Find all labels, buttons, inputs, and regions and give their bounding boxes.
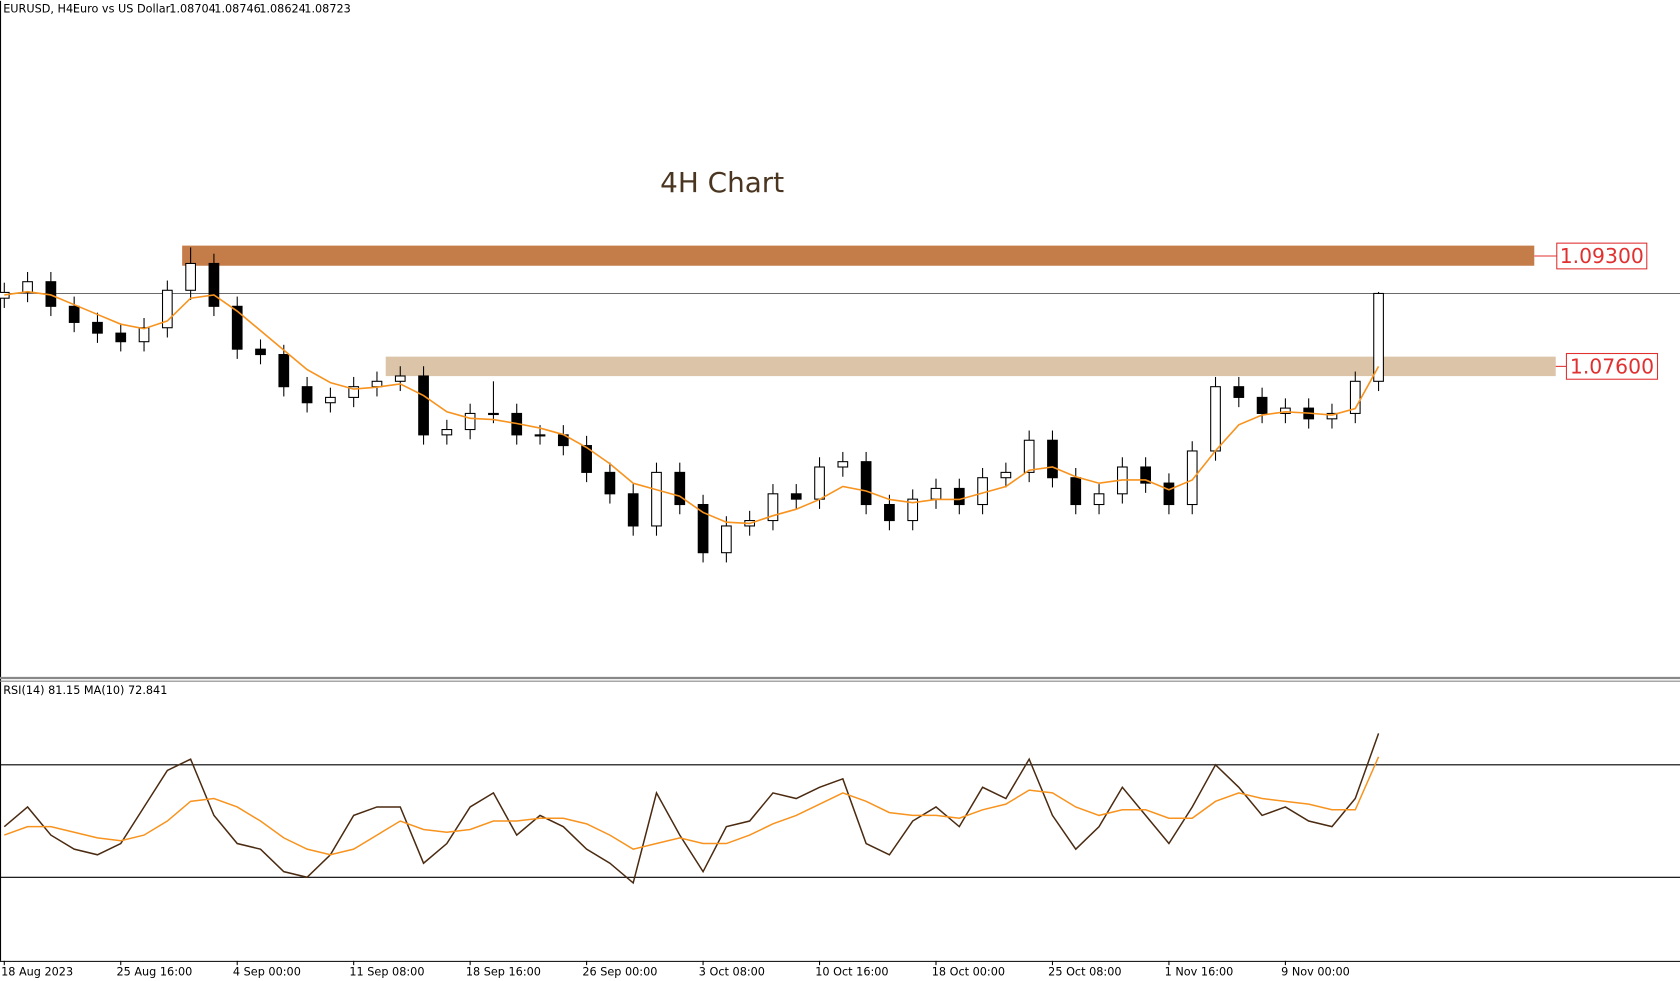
- candle-body: [208, 262, 220, 307]
- candle-body: [92, 321, 103, 334]
- candle-body: [1163, 482, 1175, 506]
- candle-body: [1023, 439, 1035, 473]
- x-tick-label: 26 Sep 00:00: [582, 966, 657, 979]
- x-tick-label: 18 Aug 2023: [1, 966, 73, 979]
- candle-body: [348, 386, 360, 398]
- candle-body: [697, 503, 709, 554]
- x-tick-label: 9 Nov 00:00: [1281, 966, 1350, 979]
- candle-body: [68, 305, 80, 323]
- candle-body: [22, 281, 33, 293]
- candle-body: [604, 471, 616, 495]
- candle-body: [185, 262, 196, 291]
- candle-body: [767, 493, 779, 522]
- candle-body: [907, 498, 919, 522]
- candle-body: [1047, 439, 1058, 479]
- x-tick-label: 3 Oct 08:00: [699, 966, 765, 979]
- candle-body: [231, 305, 243, 350]
- x-tick-label: 25 Oct 08:00: [1048, 966, 1121, 979]
- zone: [182, 245, 1535, 266]
- candle-body: [325, 396, 336, 404]
- candle-body: [418, 375, 429, 436]
- description: Euro vs US Dollar: [73, 2, 171, 15]
- candle-body: [581, 445, 592, 473]
- candle-body: [721, 525, 732, 554]
- candle-body: [977, 477, 988, 506]
- x-tick-label: 10 Oct 16:00: [815, 966, 888, 979]
- candle-body: [301, 386, 313, 404]
- candle-body: [138, 327, 150, 343]
- candle-body: [255, 348, 266, 356]
- candle-body: [394, 375, 406, 382]
- x-tick-label: 18 Sep 16:00: [466, 966, 541, 979]
- x-tick-label: 25 Aug 16:00: [116, 966, 192, 979]
- candle-body: [464, 412, 476, 431]
- candle-body: [837, 461, 849, 468]
- zone-label-box: [1556, 242, 1648, 270]
- zone-label: 1.07600: [1570, 354, 1654, 378]
- candle-body: [488, 412, 499, 416]
- candle-body: [534, 434, 546, 437]
- zone-label: 1.09300: [1560, 244, 1644, 268]
- candle-body: [1373, 292, 1384, 382]
- candle-body: [1093, 493, 1105, 506]
- candle-body: [1233, 386, 1245, 398]
- candle-body: [1210, 386, 1221, 452]
- ohlc-open: 1.08704: [169, 2, 216, 15]
- symbol: EURUSD, H4:: [3, 2, 77, 15]
- candle-body: [884, 503, 895, 522]
- candle-body: [161, 289, 173, 329]
- candle-body: [674, 471, 686, 506]
- rsi-ma-line: [4, 756, 1380, 856]
- x-tick-label: 1 Nov 16:00: [1165, 966, 1234, 979]
- candle-body: [930, 487, 942, 500]
- zone: [385, 356, 1556, 377]
- chart-title: 4H Chart: [660, 166, 784, 199]
- x-tick-label: 11 Sep 08:00: [349, 966, 424, 979]
- candle-body: [1349, 380, 1361, 414]
- x-tick-label: 18 Oct 00:00: [932, 966, 1005, 979]
- candle-body: [1280, 407, 1291, 414]
- ohlc-low: 1.08624: [259, 2, 306, 15]
- candle-body: [814, 466, 825, 500]
- candle-body: [860, 461, 872, 506]
- candle-body: [1070, 477, 1082, 506]
- candle-body: [1326, 412, 1338, 420]
- candle-body: [790, 493, 802, 500]
- candle-body: [441, 429, 453, 436]
- candle-body: [651, 471, 662, 527]
- x-tick-label: 4 Sep 00:00: [233, 966, 301, 979]
- moving-average: [4, 290, 1380, 525]
- rsi-line: [3, 733, 1380, 885]
- candle-body: [1256, 396, 1268, 414]
- candle-body: [953, 487, 965, 506]
- ohlc-close: 1.08723: [304, 2, 351, 15]
- ohlc-high: 1.08746: [214, 2, 261, 15]
- rsi-title: RSI(14) 81.15 MA(10) 72.841: [3, 684, 167, 697]
- candle-body: [627, 493, 639, 527]
- candle-body: [1000, 471, 1012, 479]
- candle-body: [115, 332, 127, 343]
- candle-body: [278, 354, 290, 388]
- candle-body: [1186, 450, 1198, 506]
- zone-label-box: [1565, 352, 1659, 380]
- candle-body: [1140, 466, 1151, 484]
